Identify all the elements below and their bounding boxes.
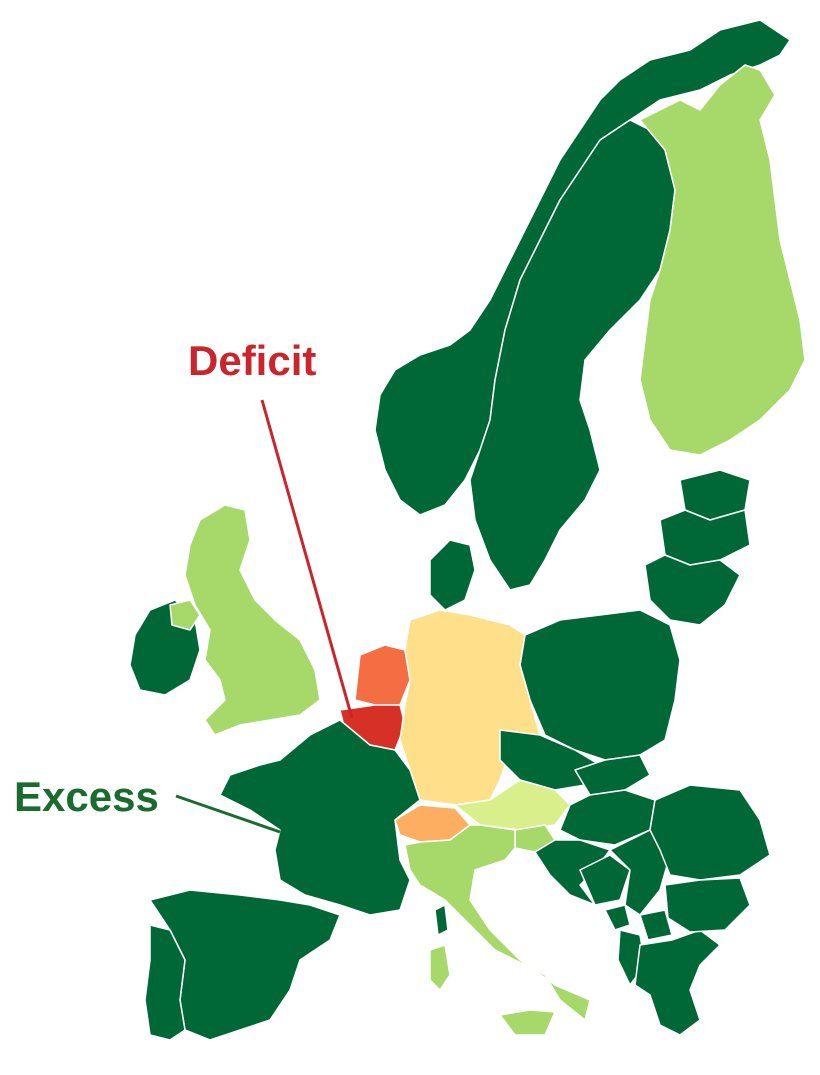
country-bulgaria [664,877,751,933]
country-northern-ireland [169,599,201,631]
country-denmark [429,539,476,611]
country-sardinia [429,944,451,991]
excess-label: Excess [14,773,159,820]
country-finland [639,64,806,456]
country-portugal [144,924,186,1041]
country-corsica [434,904,449,936]
country-montenegro [604,904,631,931]
country-poland [519,609,681,761]
deficit-leader-line [260,399,354,719]
country-netherlands [354,644,411,706]
country-france [219,719,421,916]
country-north-macedonia [639,909,673,941]
deficit-label: Deficit [188,337,317,384]
country-united-kingdom [184,504,321,736]
country-latvia [659,509,751,566]
country-lithuania [644,554,741,626]
country-italy [404,824,591,1021]
country-bosnia [579,854,631,906]
country-sicily [499,1009,556,1036]
country-greece [634,929,721,1036]
excess-leader-line [175,794,281,834]
country-romania [649,784,771,881]
